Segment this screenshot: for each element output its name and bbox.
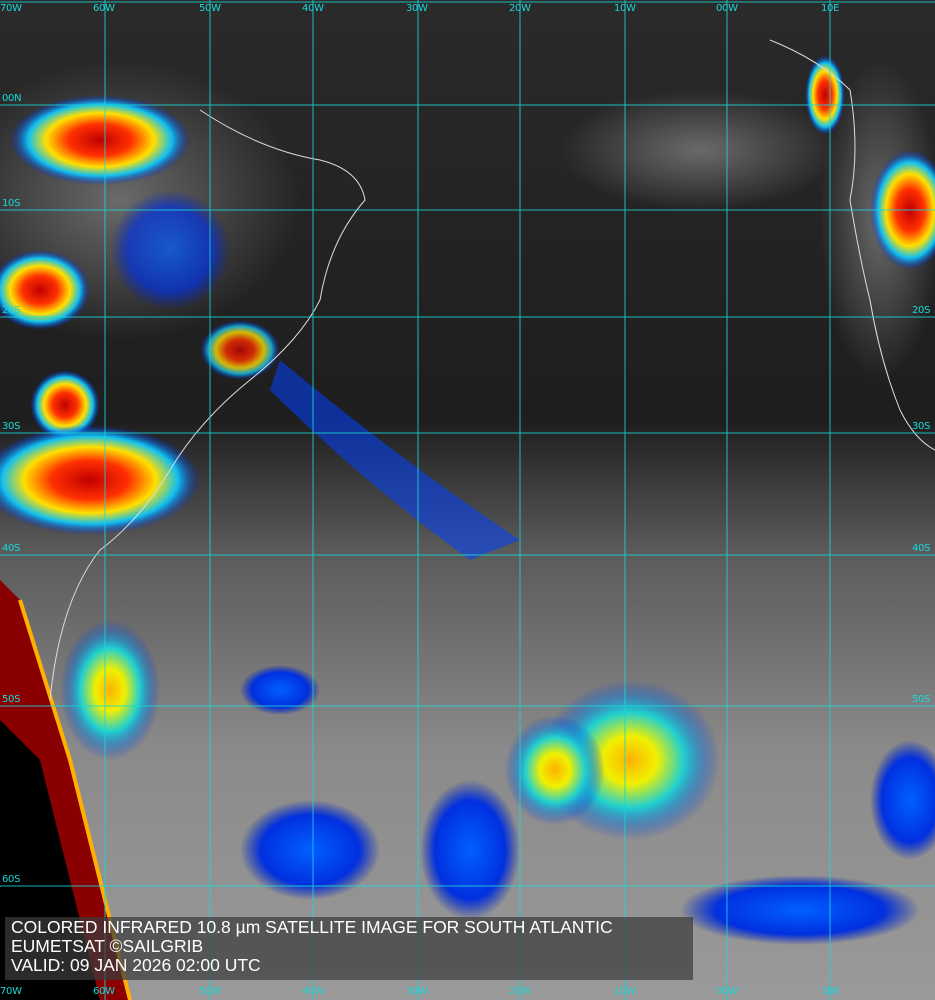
- lon-label-bottom: 10E: [821, 986, 840, 997]
- lat-label-left: 10S: [2, 198, 21, 209]
- lat-label-left: 00N: [2, 93, 22, 104]
- lon-label-top: 40W: [302, 3, 324, 14]
- lon-label-top: 30W: [406, 3, 428, 14]
- lon-label-top: 00W: [716, 3, 738, 14]
- caption-valid-time: VALID: 09 JAN 2026 02:00 UTC: [11, 955, 261, 975]
- lon-label-top: 60W: [93, 3, 115, 14]
- caption-box: COLORED INFRARED 10.8 µm SATELLITE IMAGE…: [5, 917, 693, 980]
- lat-label-right: 50S: [912, 694, 931, 705]
- lat-label-left: 50S: [2, 694, 21, 705]
- lat-label-right: 40S: [912, 543, 931, 554]
- lon-label-bottom: 60W: [93, 986, 115, 997]
- lat-label-left: 60S: [2, 874, 21, 885]
- lon-label-top: 10E: [821, 3, 840, 14]
- lat-label-left: 30S: [2, 421, 21, 432]
- lon-label-bottom: 00W: [716, 986, 738, 997]
- lat-label-left: 40S: [2, 543, 21, 554]
- lon-label-bottom: 20W: [509, 986, 531, 997]
- lon-label-bottom: 40W: [302, 986, 324, 997]
- lon-label-bottom: 10W: [614, 986, 636, 997]
- lat-label-right: 20S: [912, 305, 931, 316]
- lon-label-top: 70W: [0, 3, 22, 14]
- lon-label-bottom: 70W: [0, 986, 22, 997]
- lon-label-top: 10W: [614, 3, 636, 14]
- lon-label-bottom: 50W: [199, 986, 221, 997]
- lon-label-top: 50W: [199, 3, 221, 14]
- lon-label-top: 20W: [509, 3, 531, 14]
- lon-label-bottom: 30W: [406, 986, 428, 997]
- lat-label-left: 20S: [2, 305, 21, 316]
- lat-label-right: 30S: [912, 421, 931, 432]
- caption-title: COLORED INFRARED 10.8 µm SATELLITE IMAGE…: [11, 917, 613, 937]
- caption-credit: EUMETSAT ©SAILGRIB: [11, 936, 204, 956]
